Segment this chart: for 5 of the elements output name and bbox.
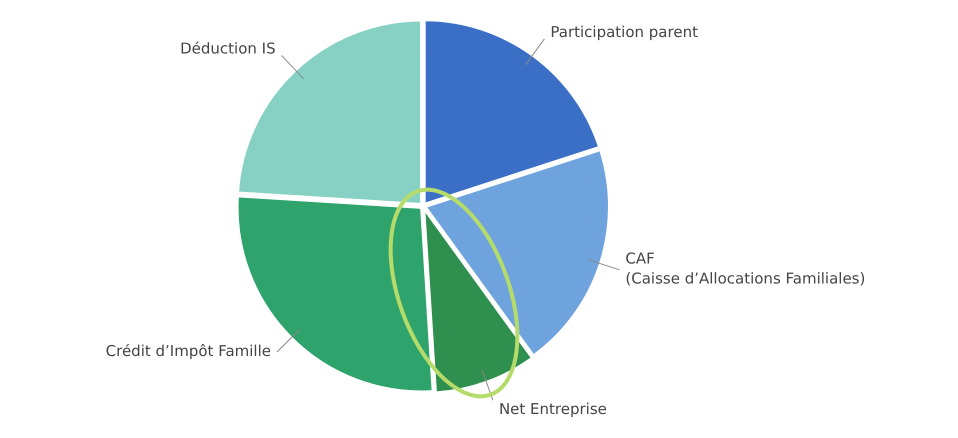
slice-label: Crédit d’Impôt Famille bbox=[106, 342, 271, 360]
slice-label: CAF (Caisse d’Allocations Familiales) bbox=[625, 250, 866, 288]
slice-label: Net Entreprise bbox=[498, 400, 607, 418]
slice-label: Déduction IS bbox=[180, 39, 276, 58]
slice-label: Participation parent bbox=[550, 22, 698, 41]
